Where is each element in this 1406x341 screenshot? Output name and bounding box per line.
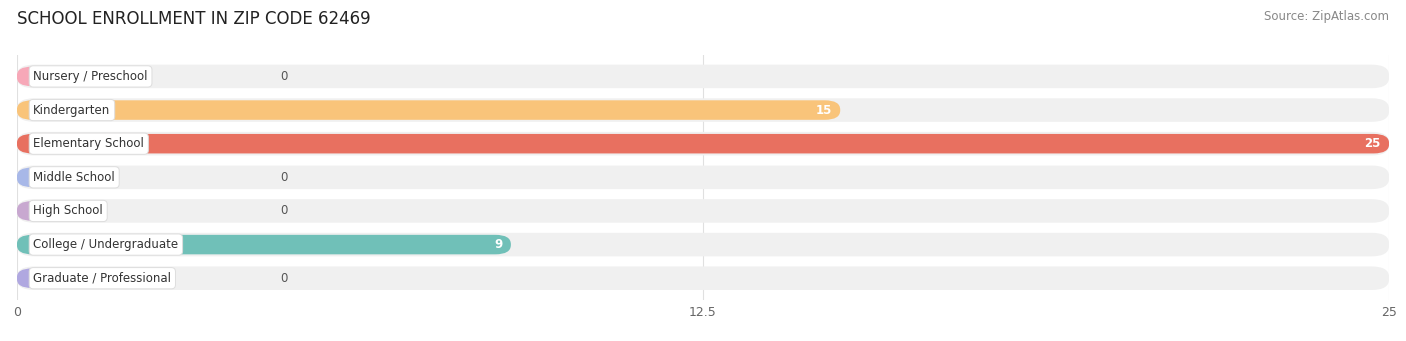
Bar <box>17 228 1389 262</box>
FancyBboxPatch shape <box>17 201 46 221</box>
FancyBboxPatch shape <box>17 268 46 288</box>
Bar <box>17 127 1389 161</box>
Text: Source: ZipAtlas.com: Source: ZipAtlas.com <box>1264 10 1389 23</box>
FancyBboxPatch shape <box>17 67 46 86</box>
FancyBboxPatch shape <box>17 167 46 187</box>
FancyBboxPatch shape <box>17 199 1389 223</box>
FancyBboxPatch shape <box>17 235 510 254</box>
FancyBboxPatch shape <box>17 134 1389 153</box>
Text: College / Undergraduate: College / Undergraduate <box>34 238 179 251</box>
FancyBboxPatch shape <box>17 233 1389 256</box>
Text: 15: 15 <box>815 104 832 117</box>
Text: Middle School: Middle School <box>34 171 115 184</box>
Text: Kindergarten: Kindergarten <box>34 104 111 117</box>
Text: 0: 0 <box>280 171 288 184</box>
Text: Elementary School: Elementary School <box>34 137 145 150</box>
FancyBboxPatch shape <box>17 132 1389 155</box>
Bar <box>17 194 1389 228</box>
Text: High School: High School <box>34 205 103 218</box>
Text: Nursery / Preschool: Nursery / Preschool <box>34 70 148 83</box>
Bar <box>17 60 1389 93</box>
Bar <box>17 93 1389 127</box>
FancyBboxPatch shape <box>17 266 1389 290</box>
Text: 0: 0 <box>280 272 288 285</box>
FancyBboxPatch shape <box>17 65 1389 88</box>
Text: 0: 0 <box>280 205 288 218</box>
Text: 0: 0 <box>280 70 288 83</box>
Bar <box>17 262 1389 295</box>
Text: Graduate / Professional: Graduate / Professional <box>34 272 172 285</box>
Text: 25: 25 <box>1364 137 1381 150</box>
FancyBboxPatch shape <box>17 165 1389 189</box>
FancyBboxPatch shape <box>17 100 841 120</box>
Text: SCHOOL ENROLLMENT IN ZIP CODE 62469: SCHOOL ENROLLMENT IN ZIP CODE 62469 <box>17 10 371 28</box>
FancyBboxPatch shape <box>17 98 1389 122</box>
Bar <box>17 161 1389 194</box>
Text: 9: 9 <box>495 238 503 251</box>
